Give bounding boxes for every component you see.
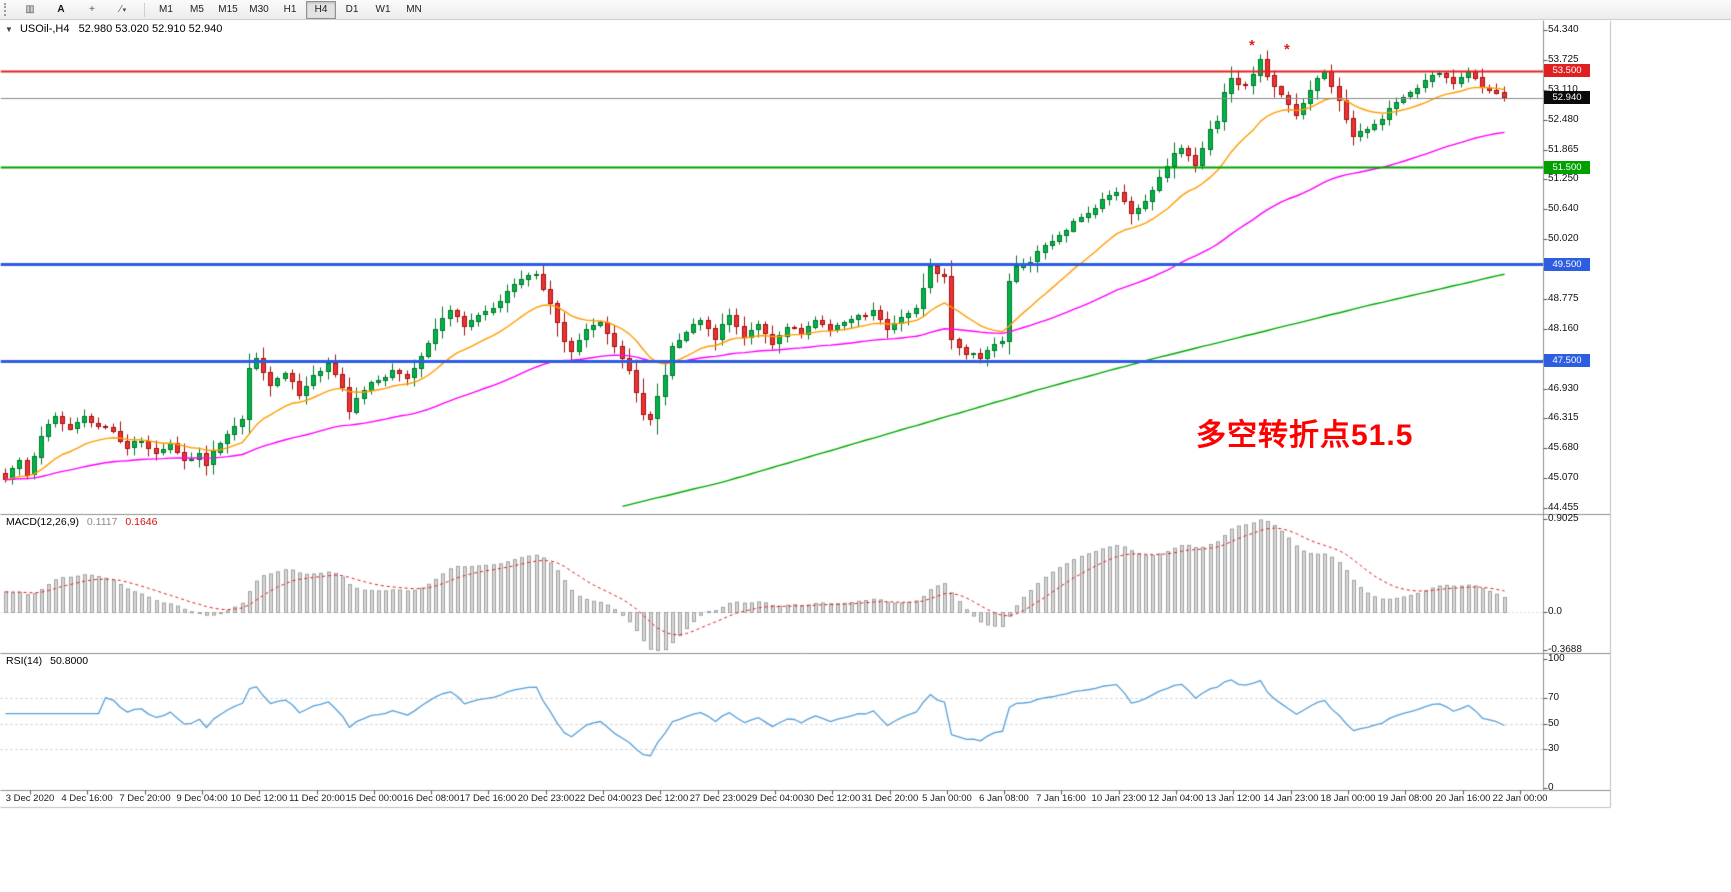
time-tick-label: 11 Dec 20:00 <box>289 793 345 804</box>
trade-mark-icon: * <box>1284 41 1290 59</box>
tool-text-tool[interactable]: A <box>46 1 76 19</box>
time-tick-label: 19 Jan 08:00 <box>1377 793 1433 804</box>
main-toolbar: ▥ A + ∕ ▾ M1 M5 M15 M30 H1 H4 D1 W1 MN <box>0 0 1731 20</box>
time-tick-label: 7 Dec 20:00 <box>119 793 171 804</box>
hline-price-label: 49.500 <box>1544 258 1590 271</box>
crosshair-icon: + <box>89 4 95 15</box>
rsi-tick-label: 100 <box>1548 653 1565 664</box>
price-tick-label: 51.865 <box>1548 143 1579 155</box>
time-tick-label: 4 Dec 16:00 <box>61 793 113 804</box>
rsi-panel-region[interactable] <box>0 653 1543 790</box>
timeframe-m1-button[interactable]: M1 <box>159 4 173 15</box>
price-tick-label: 51.250 <box>1548 173 1579 185</box>
rsi-value: 50.8000 <box>50 655 89 667</box>
tool-crosshair-icon[interactable]: + <box>77 1 107 19</box>
rsi-tick-label: 50 <box>1548 717 1560 729</box>
price-tick-label: 44.455 <box>1548 502 1579 513</box>
price-tick-label: 54.340 <box>1548 24 1579 35</box>
time-tick-label: 13 Jan 12:00 <box>1205 793 1261 804</box>
macd-panel-region[interactable] <box>0 514 1543 653</box>
price-tick-label: 46.315 <box>1548 412 1579 424</box>
time-tick-label: 10 Dec 12:00 <box>230 793 288 804</box>
timeframe-w1-button[interactable]: W1 <box>375 4 391 15</box>
hline-price-label: 51.500 <box>1544 161 1590 174</box>
trade-mark-icon: * <box>1249 37 1255 55</box>
time-tick-label: 14 Jan 23:00 <box>1263 793 1319 804</box>
timeframe-m5-button[interactable]: M5 <box>190 4 204 15</box>
time-tick-label: 18 Jan 00:00 <box>1320 793 1376 804</box>
time-tick-label: 16 Dec 08:00 <box>402 793 460 804</box>
tool-line-studies-icon[interactable]: ∕ ▾ <box>108 1 138 19</box>
macd-value-main: 0.1117 <box>86 516 118 528</box>
timeframe-mn-button[interactable]: MN <box>406 4 422 15</box>
price-tick-label: 52.480 <box>1548 113 1579 125</box>
toolbar-drag-handle[interactable] <box>4 3 10 16</box>
timeframe-d1-button[interactable]: D1 <box>345 4 359 15</box>
price-tick-label: 48.160 <box>1548 322 1579 334</box>
bar-chart-icon: ▥ <box>25 4 35 15</box>
rsi-tick-label: 30 <box>1548 743 1560 755</box>
time-tick-label: 17 Dec 16:00 <box>459 793 517 804</box>
timeframe-m15-button[interactable]: M15 <box>218 4 238 15</box>
price-tick-label: 46.930 <box>1548 382 1579 394</box>
chart-header: ▼ USOil-,H4 52.980 53.020 52.910 52.940 <box>5 23 222 35</box>
rsi-tick-label: 70 <box>1548 691 1560 703</box>
toolbar-separator <box>144 2 145 17</box>
macd-name: MACD(12,26,9) <box>6 516 79 528</box>
chart-ohlc-values: 52.980 53.020 52.910 52.940 <box>78 23 223 35</box>
time-tick-label: 9 Dec 04:00 <box>176 793 228 804</box>
price-tick-label: 53.725 <box>1548 53 1579 65</box>
time-tick-label: 7 Jan 16:00 <box>1036 793 1086 804</box>
timeframe-m30-button[interactable]: M30 <box>249 4 269 15</box>
price-axis-region[interactable] <box>1543 20 1610 790</box>
price-tick-label: 45.680 <box>1548 442 1579 454</box>
time-tick-label: 3 Dec 2020 <box>5 793 55 804</box>
rsi-tick-label: 0 <box>1548 782 1554 793</box>
macd-tick-label: 0.9025 <box>1548 513 1579 524</box>
price-tick-label: 48.775 <box>1548 292 1579 304</box>
time-tick-label: 10 Jan 23:00 <box>1091 793 1147 804</box>
chart-symbol-label: USOil-,H4 <box>19 23 70 35</box>
time-tick-label: 5 Jan 00:00 <box>922 793 972 804</box>
timeframe-h4-button[interactable]: H4 <box>306 0 336 19</box>
time-tick-label: 22 Jan 00:00 <box>1492 793 1548 804</box>
dropdown-caret-icon: ▾ <box>122 6 127 14</box>
timeframe-h1-button[interactable]: H1 <box>283 4 297 15</box>
time-tick-label: 20 Dec 23:00 <box>517 793 575 804</box>
macd-tick-label: 0.0 <box>1548 605 1562 617</box>
price-tick-label: 53.110 <box>1548 83 1578 95</box>
time-tick-label: 23 Dec 12:00 <box>631 793 689 804</box>
hline-price-label: 52.940 <box>1544 91 1590 104</box>
time-tick-label: 29 Dec 04:00 <box>746 793 804 804</box>
time-tick-label: 22 Dec 04:00 <box>574 793 632 804</box>
time-tick-label: 30 Dec 12:00 <box>803 793 861 804</box>
chart-collapse-icon[interactable]: ▼ <box>5 25 13 34</box>
time-tick-label: 31 Dec 20:00 <box>861 793 919 804</box>
macd-label: MACD(12,26,9) 0.1117 0.1646 <box>6 516 157 528</box>
time-tick-label: 6 Jan 08:00 <box>979 793 1029 804</box>
time-tick-label: 15 Dec 00:00 <box>345 793 403 804</box>
time-tick-label: 12 Jan 04:00 <box>1148 793 1204 804</box>
line-studies-icon: ∕ <box>119 4 122 15</box>
rsi-name: RSI(14) <box>6 655 43 667</box>
tool-bar-chart-icon[interactable]: ▥ <box>15 1 45 19</box>
price-tick-label: 45.070 <box>1548 472 1579 484</box>
text-tool: A <box>57 4 65 15</box>
rsi-label: RSI(14) 50.8000 <box>6 655 88 667</box>
chart-annotation-text[interactable]: 多空转折点51.5 <box>1196 419 1414 452</box>
time-tick-label: 27 Dec 23:00 <box>689 793 747 804</box>
hline-price-label: 53.500 <box>1544 64 1590 77</box>
price-tick-label: 50.020 <box>1548 233 1579 245</box>
price-tick-label: 50.640 <box>1548 203 1579 215</box>
macd-value-signal: 0.1646 <box>125 516 158 528</box>
time-tick-label: 20 Jan 16:00 <box>1435 793 1491 804</box>
hline-price-label: 47.500 <box>1544 354 1590 367</box>
macd-tick-label: -0.3688 <box>1548 644 1582 655</box>
